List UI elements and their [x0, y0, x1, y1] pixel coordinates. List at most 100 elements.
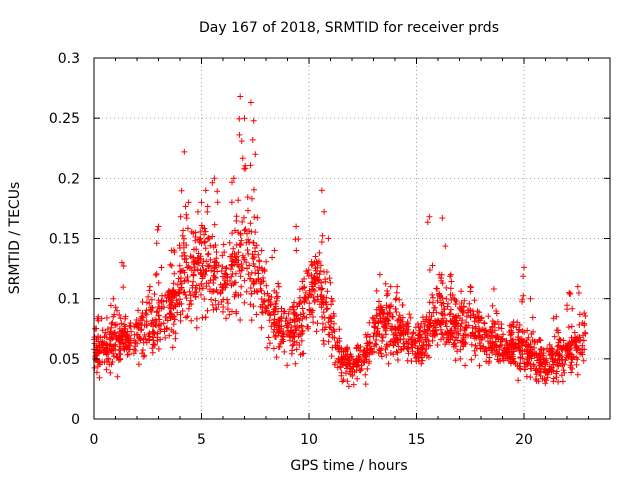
data-point — [287, 317, 294, 323]
data-point — [213, 286, 220, 293]
data-point — [271, 326, 278, 333]
data-point — [356, 355, 363, 362]
data-point — [245, 236, 252, 243]
data-point — [567, 362, 574, 369]
data-point — [219, 263, 226, 270]
data-point — [475, 327, 482, 334]
data-point — [208, 296, 215, 303]
data-point — [417, 324, 424, 331]
data-point — [211, 274, 218, 281]
data-point — [211, 175, 218, 182]
data-point — [574, 283, 581, 290]
data-point — [211, 221, 218, 228]
data-point — [498, 335, 505, 342]
data-point — [247, 99, 254, 106]
data-point — [155, 304, 162, 310]
data-point — [384, 317, 391, 324]
data-point — [494, 356, 501, 363]
data-point — [306, 311, 313, 318]
data-point — [236, 115, 243, 122]
data-point — [167, 261, 174, 268]
data-point — [328, 301, 335, 308]
y-tick-label: 0.1 — [58, 292, 80, 308]
data-point — [292, 360, 299, 367]
data-point — [117, 315, 124, 322]
data-point — [287, 337, 294, 344]
data-point — [268, 294, 275, 300]
data-point — [140, 314, 147, 321]
data-point — [253, 311, 260, 318]
data-point — [169, 344, 176, 351]
data-point — [184, 264, 191, 271]
data-point — [398, 346, 405, 353]
data-point — [569, 354, 575, 361]
data-point — [418, 320, 425, 327]
data-point — [373, 287, 380, 294]
data-point — [205, 250, 212, 257]
data-point — [470, 311, 477, 318]
data-point — [198, 291, 204, 298]
data-point — [423, 336, 430, 343]
data-point — [134, 331, 141, 338]
data-point — [542, 357, 549, 364]
data-point — [134, 340, 140, 347]
data-point — [448, 296, 455, 303]
data-point — [252, 229, 259, 236]
data-point — [158, 264, 165, 271]
data-point — [450, 343, 457, 350]
data-point — [293, 247, 300, 254]
data-point — [152, 316, 159, 323]
data-point — [197, 228, 204, 235]
data-point — [387, 325, 394, 332]
data-point — [251, 214, 258, 221]
data-point — [461, 297, 468, 304]
data-point — [529, 314, 536, 321]
data-point — [331, 361, 338, 368]
data-point — [555, 363, 562, 370]
data-point — [224, 306, 231, 313]
data-point — [222, 275, 228, 282]
data-point — [255, 251, 262, 258]
data-point — [154, 330, 161, 337]
data-point — [289, 342, 296, 349]
data-point — [275, 343, 282, 350]
data-point — [224, 296, 231, 303]
data-point — [310, 319, 317, 326]
data-point — [228, 282, 235, 289]
data-point — [271, 316, 278, 323]
data-point — [279, 333, 286, 340]
data-point — [404, 346, 411, 352]
data-point — [244, 194, 251, 201]
data-point — [160, 304, 167, 311]
data-point — [240, 254, 247, 261]
data-point — [400, 322, 407, 329]
data-point — [205, 234, 212, 241]
data-point — [448, 278, 455, 285]
data-point — [149, 328, 156, 335]
data-point — [559, 378, 566, 385]
data-point — [176, 262, 183, 269]
data-point — [286, 306, 293, 313]
data-point — [124, 336, 131, 342]
data-point — [126, 322, 133, 329]
data-point — [363, 334, 370, 341]
data-point — [397, 347, 404, 353]
data-point — [120, 345, 127, 352]
data-point — [537, 356, 544, 363]
data-point — [172, 335, 179, 342]
data-point — [215, 262, 222, 269]
data-point — [247, 285, 254, 291]
data-point — [299, 350, 306, 357]
data-point — [382, 346, 389, 353]
data-point — [573, 337, 580, 343]
data-point — [453, 319, 459, 326]
data-point — [523, 359, 530, 366]
data-point — [520, 292, 527, 299]
data-point — [496, 350, 503, 357]
data-point — [148, 320, 155, 327]
data-point — [429, 291, 436, 298]
data-point — [235, 229, 242, 236]
data-point — [538, 352, 545, 359]
data-point — [214, 188, 221, 195]
data-point — [255, 270, 262, 277]
